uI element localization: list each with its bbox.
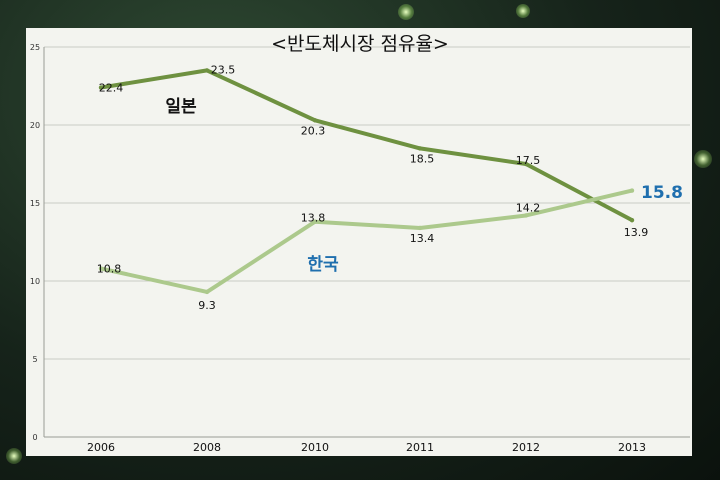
data-label-korea: 13.8 <box>301 212 326 225</box>
x-tick-label: 2013 <box>618 441 646 454</box>
data-label-japan: 18.5 <box>410 152 435 165</box>
data-label-layer: 22.4 23.5 20.3 18.5 17.5 13.9 10.8 9.3 13.8 13.4 1… <box>97 63 683 312</box>
series-name-japan: 일본 <box>165 97 197 117</box>
background-light-dot <box>398 4 414 20</box>
grid-layer <box>44 46 690 360</box>
data-label-japan: 13.9 <box>624 226 649 239</box>
x-tick-label: 2012 <box>512 441 540 454</box>
data-label-japan: 23.5 <box>211 63 236 76</box>
data-point-japan <box>204 68 210 73</box>
series-line-korea <box>99 188 634 294</box>
data-label-korea: 15.8 <box>641 183 683 203</box>
y-tick-label: 5 <box>32 355 37 364</box>
data-point-japan <box>417 146 423 151</box>
data-point-japan <box>523 161 529 167</box>
x-tick-label: 2006 <box>87 441 115 454</box>
background-light-dot <box>6 448 22 464</box>
data-point-korea <box>98 266 104 271</box>
data-label-korea: 14.2 <box>516 201 541 214</box>
y-tick-label: 15 <box>30 199 40 208</box>
data-point-japan <box>312 118 318 123</box>
background-light-dot <box>516 4 530 18</box>
data-label-japan: 20.3 <box>301 124 326 137</box>
y-tick-label: 10 <box>30 277 40 286</box>
data-label-japan: 17.5 <box>516 154 541 167</box>
axis-layer: 0 5 10 15 20 25 2006 2008 2010 2011 2012 2013 <box>30 43 690 454</box>
data-label-korea: 9.3 <box>198 299 216 312</box>
data-label-korea: 10.8 <box>97 263 122 276</box>
chart-title: <반도체시장 점유율> <box>271 33 449 55</box>
series-line-japan <box>99 68 634 223</box>
x-tick-label: 2010 <box>301 441 329 454</box>
data-point-korea <box>523 213 529 218</box>
chart-panel: 0 5 10 15 20 25 2006 2008 2010 2011 2012 2013 22.4 2… <box>26 28 692 456</box>
data-point-korea <box>312 219 318 224</box>
data-point-korea <box>417 225 423 231</box>
data-point-japan <box>629 217 635 223</box>
x-tick-label: 2011 <box>406 441 434 454</box>
data-label-japan: 22.4 <box>99 82 124 95</box>
x-tick-label: 2008 <box>193 441 221 454</box>
data-point-korea <box>629 188 635 193</box>
series-layer <box>98 68 635 295</box>
data-point-japan <box>98 85 104 90</box>
y-tick-label: 25 <box>30 43 40 52</box>
data-label-korea: 13.4 <box>410 232 435 245</box>
y-tick-label: 20 <box>30 121 40 130</box>
series-name-korea: 한국 <box>307 255 339 275</box>
background-light-dot <box>694 150 712 168</box>
y-tick-label: 0 <box>32 433 37 442</box>
data-point-korea <box>204 289 210 295</box>
